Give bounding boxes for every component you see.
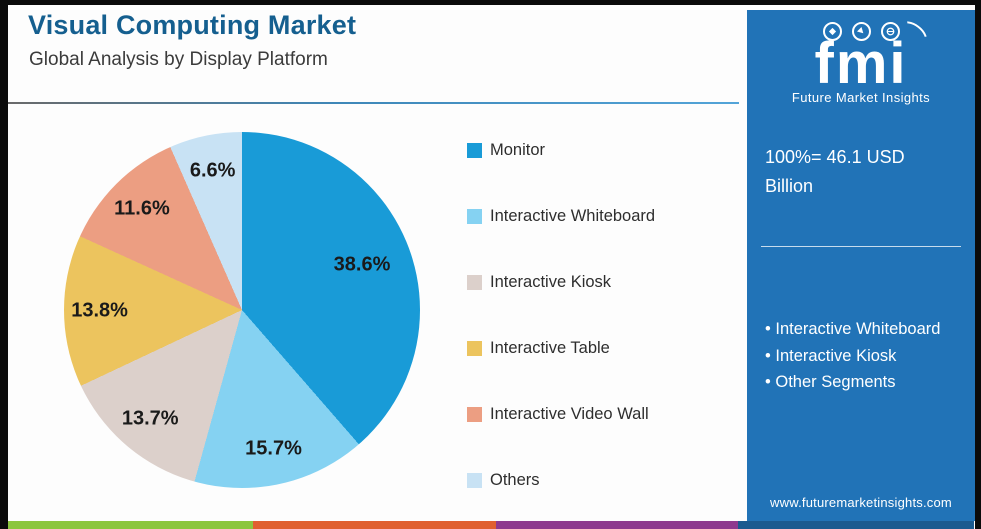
logo-icons: [747, 16, 975, 52]
website-url: www.futuremarketinsights.com: [770, 495, 952, 510]
highlight-item: • Interactive Whiteboard: [765, 320, 941, 338]
highlight-item: • Interactive Kiosk: [765, 346, 897, 365]
legend-label: Interactive Table: [490, 338, 610, 357]
sidebar-divider: [761, 246, 961, 247]
legend-swatch: [467, 142, 482, 158]
legend-swatch: [467, 340, 482, 356]
legend-label: Interactive Whiteboard: [490, 206, 656, 225]
pie-slice-label: 6.6%: [189, 159, 236, 182]
legend-label: Monitor: [490, 140, 546, 159]
legend-swatch: [467, 472, 482, 488]
sidebar-panel: fmi Future Market Insights 100%= 46.1 US…: [747, 10, 975, 521]
legend-swatch: [467, 208, 482, 224]
legend-item: Monitor: [467, 140, 655, 160]
legend-label: Interactive Kiosk: [490, 272, 612, 291]
logo-tagline: Future Market Insights: [791, 90, 931, 105]
pie-chart: 38.6% 15.7% 13.7% 13.8% 11.6% 6.6%: [64, 132, 420, 488]
stripe-segment: [496, 521, 738, 529]
pie-slice-label: 15.7%: [245, 437, 302, 460]
legend-item: Interactive Kiosk: [467, 272, 655, 292]
pie-slice-label: 13.8%: [71, 299, 128, 322]
legend-label: Interactive Video Wall: [490, 404, 649, 423]
compass-icon: [851, 22, 871, 41]
legend-item: Interactive Table: [467, 338, 655, 358]
legend-swatch: [467, 406, 482, 422]
stripe-segment: [738, 521, 974, 529]
pie-slice-label: 38.6%: [333, 253, 391, 276]
pie-slice-label: 11.6%: [114, 197, 170, 220]
header-divider: [8, 102, 739, 104]
footer-stripe: [8, 521, 974, 529]
page-title: Visual Computing Market: [28, 10, 357, 40]
pie-slice-label: 13.7%: [121, 407, 179, 430]
globe-icon: [880, 22, 900, 41]
legend-item: Interactive Video Wall: [467, 404, 655, 424]
page-subtitle: Global Analysis by Display Platform: [29, 49, 328, 70]
segment-highlights-list: • Interactive Whiteboard • Interactive Ki…: [765, 316, 963, 396]
legend-swatch: [467, 274, 482, 290]
legend-label: Others: [490, 470, 540, 489]
legend-item: Interactive Whiteboard: [467, 206, 655, 226]
stripe-segment: [253, 521, 496, 529]
chart-legend: Monitor Interactive Whiteboard Interactive…: [467, 140, 655, 490]
stripe-segment: [8, 521, 253, 529]
legend-item: Others: [467, 470, 655, 490]
logo-wordmark: fmi: [814, 31, 908, 96]
market-size-value: 100%= 46.1 USD Billion: [765, 147, 905, 196]
highlight-item: • Other Segments: [765, 373, 896, 391]
fmi-logo: fmi Future Market Insights: [747, 16, 975, 105]
handshake-icon: [822, 22, 842, 41]
